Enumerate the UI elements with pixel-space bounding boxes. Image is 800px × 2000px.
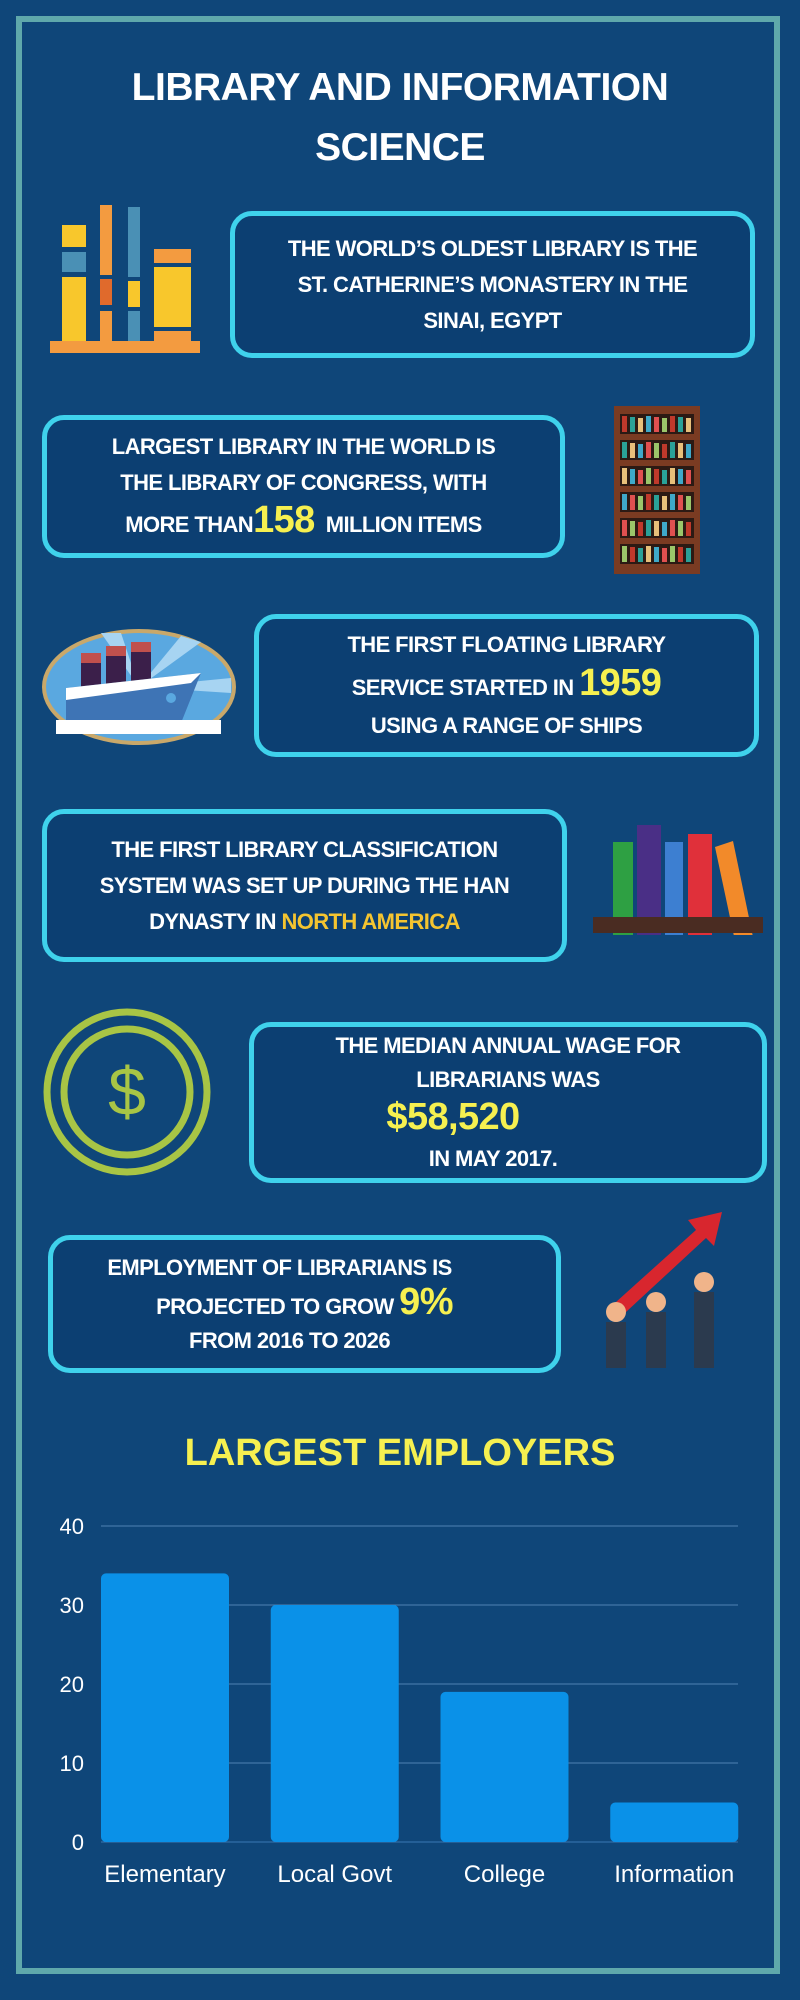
page-title: LIBRARY AND INFORMATION SCIENCE bbox=[0, 58, 800, 178]
highlight-number: $58,520 bbox=[386, 1096, 520, 1138]
highlight-text: NORTH AMERICA bbox=[281, 908, 460, 934]
title-line: LIBRARY AND INFORMATION bbox=[131, 66, 669, 109]
bar-information bbox=[610, 1802, 739, 1842]
fact-text: THE LIBRARY OF CONGRESS, WITH bbox=[120, 470, 487, 495]
fact-text: DYNASTY IN bbox=[149, 908, 276, 934]
fact-text: SERVICE STARTED IN bbox=[351, 675, 574, 700]
fact-box-largest-library: LARGEST LIBRARY IN THE WORLD IS THE LIBR… bbox=[42, 415, 565, 558]
fact-box-floating-library: THE FIRST FLOATING LIBRARY SERVICE START… bbox=[254, 614, 759, 757]
fact-box-median-wage: THE MEDIAN ANNUAL WAGE FOR LIBRARIANS WA… bbox=[249, 1022, 767, 1183]
fact-text: FROM 2016 TO 2026 bbox=[189, 1327, 391, 1353]
svg-text:$: $ bbox=[108, 1054, 146, 1130]
fact-box-oldest-library: THE WORLD’S OLDEST LIBRARY IS THE ST. CA… bbox=[230, 211, 755, 358]
ship-icon bbox=[42, 629, 236, 745]
books-on-shelf-icon bbox=[593, 825, 763, 935]
x-tick-label: College bbox=[464, 1861, 545, 1888]
fact-text: MILLION ITEMS bbox=[325, 512, 483, 537]
highlight-number: 9% bbox=[399, 1280, 453, 1323]
bookshelf-icon bbox=[614, 406, 700, 574]
fact-text: THE FIRST FLOATING LIBRARY bbox=[347, 632, 666, 657]
fact-text: USING A RANGE OF SHIPS bbox=[370, 713, 643, 738]
border-frame bbox=[16, 16, 780, 1974]
bar-elementary bbox=[101, 1573, 229, 1842]
fact-text: PROJECTED TO GROW bbox=[156, 1293, 394, 1319]
y-tick-label: 40 bbox=[60, 1514, 84, 1539]
bar-college bbox=[440, 1691, 569, 1842]
y-tick-label: 30 bbox=[60, 1593, 84, 1618]
fact-text: THE MEDIAN ANNUAL WAGE FOR bbox=[335, 1033, 682, 1058]
title-line: SCIENCE bbox=[315, 126, 485, 169]
bar-chart: 0 10 20 30 40 Elementary Local Govt College Info… bbox=[60, 1514, 739, 1888]
highlight-number: 1959 bbox=[579, 662, 662, 704]
bar-local-govt bbox=[270, 1605, 399, 1842]
fact-text: MORE THAN bbox=[125, 512, 254, 537]
y-tick-label: 0 bbox=[72, 1830, 84, 1855]
y-tick-label: 10 bbox=[60, 1751, 84, 1776]
fact-box-classification: THE FIRST LIBRARY CLASSIFICATION SYSTEM … bbox=[42, 809, 567, 962]
x-tick-label: Elementary bbox=[104, 1861, 225, 1888]
fact-text: LIBRARIANS WAS bbox=[416, 1067, 600, 1092]
fact-text: ST. CATHERINE’S MONASTERY IN THE bbox=[297, 271, 688, 297]
growth-arrow-hands-icon bbox=[606, 1212, 722, 1368]
fact-box-employment-growth: EMPLOYMENT OF LIBRARIANS IS PROJECTED TO… bbox=[48, 1235, 561, 1373]
fact-text: THE WORLD’S OLDEST LIBRARY IS THE bbox=[287, 235, 698, 261]
x-tick-label: Information bbox=[614, 1861, 734, 1888]
highlight-number: 158 bbox=[253, 499, 315, 541]
fact-text: SYSTEM WAS SET UP DURING THE HAN bbox=[99, 872, 510, 898]
fact-text: THE FIRST LIBRARY CLASSIFICATION bbox=[111, 836, 498, 862]
dollar-coin-icon: $ bbox=[43, 1008, 211, 1176]
fact-text: IN MAY 2017. bbox=[428, 1146, 558, 1171]
y-tick-label: 20 bbox=[60, 1672, 84, 1697]
x-tick-label: Local Govt bbox=[277, 1861, 392, 1888]
fact-text: LARGEST LIBRARY IN THE WORLD IS bbox=[111, 434, 496, 459]
chart-title: LARGEST EMPLOYERS bbox=[184, 1432, 616, 1474]
books-icon bbox=[50, 205, 200, 353]
fact-text: SINAI, EGYPT bbox=[423, 307, 562, 333]
fact-text: EMPLOYMENT OF LIBRARIANS IS bbox=[107, 1254, 452, 1280]
